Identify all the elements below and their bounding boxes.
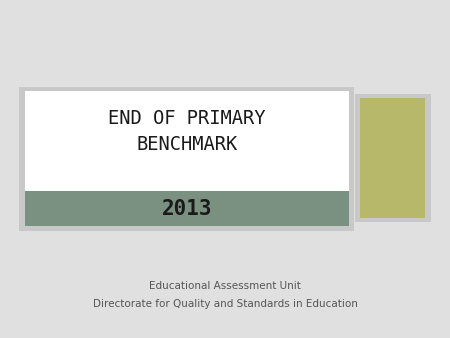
Bar xyxy=(25,191,349,226)
Text: Directorate for Quality and Standards in Education: Directorate for Quality and Standards in… xyxy=(93,299,357,309)
Bar xyxy=(19,87,354,231)
Text: BENCHMARK: BENCHMARK xyxy=(136,135,238,154)
Bar xyxy=(25,91,349,226)
Text: END OF PRIMARY: END OF PRIMARY xyxy=(108,108,266,128)
Text: Educational Assessment Unit: Educational Assessment Unit xyxy=(149,281,301,291)
Text: 2013: 2013 xyxy=(162,199,212,219)
Bar xyxy=(360,98,425,218)
Bar xyxy=(355,94,431,222)
